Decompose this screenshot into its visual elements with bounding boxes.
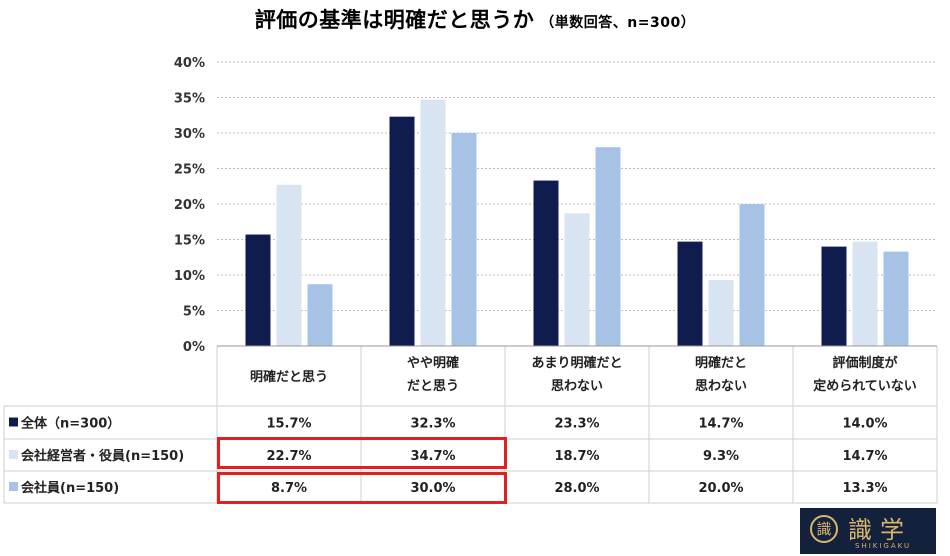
- data-label-2-3: 18.7%: [554, 449, 599, 464]
- data-label-2-4: 9.3%: [703, 449, 739, 464]
- logo-name: 識学: [848, 516, 912, 544]
- category-label: あまり明確だと: [531, 355, 622, 371]
- y-tick-label: 10%: [174, 269, 205, 284]
- legend-swatch-3: [9, 482, 18, 491]
- logo-roman: SHIKIGAKU: [855, 542, 912, 550]
- bar-3-3: [595, 147, 621, 346]
- legend-label-2: 会社経営者・役員(n=150): [21, 448, 184, 464]
- bar-1-3: [533, 180, 559, 346]
- category-label: 思わない: [551, 379, 603, 394]
- bar-1-1: [245, 234, 271, 346]
- data-label-2-1: 22.7%: [266, 449, 311, 464]
- category-label: 明確だと思う: [250, 369, 328, 385]
- bar-3-1: [307, 284, 333, 346]
- category-label: 定められていない: [812, 378, 917, 394]
- bar-1-5: [821, 246, 847, 346]
- y-tick-label: 15%: [174, 234, 205, 249]
- y-tick-label: 40%: [174, 56, 205, 71]
- category-label: やや明確: [407, 355, 459, 371]
- bar-3-5: [883, 251, 909, 346]
- y-tick-label: 35%: [174, 92, 205, 107]
- data-label-3-2: 30.0%: [410, 481, 455, 496]
- bar-2-5: [852, 241, 878, 346]
- data-label-3-4: 20.0%: [698, 481, 743, 496]
- legend-swatch-1: [9, 417, 18, 427]
- bar-2-3: [564, 213, 590, 346]
- logo-seal-icon: 識: [810, 515, 838, 543]
- data-label-3-3: 28.0%: [554, 481, 599, 496]
- chart-title-main: 評価の基準は明確だと思うか: [254, 8, 535, 32]
- category-label: 明確だと: [695, 355, 747, 371]
- data-label-1-4: 14.7%: [698, 417, 743, 432]
- data-label-1-5: 14.0%: [842, 417, 887, 432]
- shikigaku-logo: 識 識学 SHIKIGAKU: [800, 508, 936, 554]
- legend-label-1: 全体（n=300）: [20, 416, 120, 432]
- category-label: だと思う: [407, 379, 459, 394]
- y-tick-label: 25%: [174, 163, 205, 178]
- data-label-1-1: 15.7%: [266, 417, 311, 432]
- y-tick-label: 20%: [174, 198, 205, 213]
- bar-2-1: [276, 184, 302, 346]
- bar-2-4: [708, 279, 734, 346]
- y-tick-label: 0%: [183, 340, 205, 355]
- bar-1-4: [677, 241, 703, 346]
- data-label-2-5: 14.7%: [842, 449, 887, 464]
- bar-2-2: [420, 99, 446, 346]
- data-label-3-5: 13.3%: [842, 481, 887, 496]
- category-label: 思わない: [695, 379, 747, 394]
- y-tick-label: 30%: [174, 127, 205, 142]
- bar-3-2: [451, 133, 477, 346]
- category-label: 評価制度が: [832, 355, 897, 371]
- data-label-1-3: 23.3%: [554, 417, 599, 432]
- legend-label-3: 会社員(n=150): [21, 480, 119, 496]
- data-label-1-2: 32.3%: [410, 417, 455, 432]
- data-label-2-2: 34.7%: [410, 449, 455, 464]
- bar-1-2: [389, 116, 415, 346]
- data-label-3-1: 8.7%: [271, 481, 307, 496]
- chart-title-sub: （単数回答、n=300）: [540, 15, 696, 31]
- bar-3-4: [739, 204, 765, 346]
- chart-title: 評価の基準は明確だと思うか （単数回答、n=300）: [0, 4, 950, 34]
- y-tick-label: 5%: [183, 305, 205, 320]
- legend-swatch-2: [9, 450, 18, 459]
